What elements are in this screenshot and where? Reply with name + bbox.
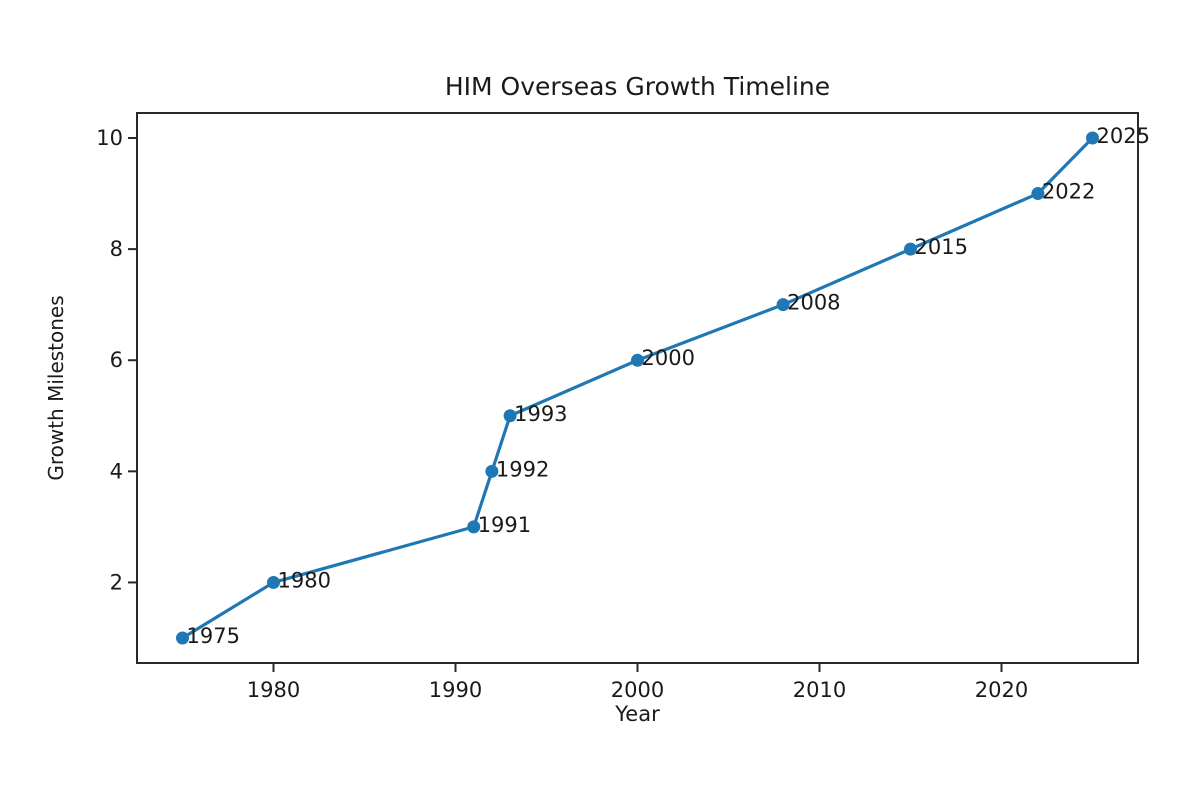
data-point bbox=[176, 631, 189, 645]
point-label: 1975 bbox=[187, 624, 240, 648]
point-label: 2008 bbox=[787, 291, 840, 315]
y-tick-label: 10 bbox=[96, 126, 123, 150]
point-label: 2025 bbox=[1097, 124, 1150, 148]
x-tick-label: 1980 bbox=[247, 678, 300, 702]
y-tick-label: 2 bbox=[110, 570, 123, 594]
x-tick-label: 2000 bbox=[611, 678, 664, 702]
y-tick-label: 6 bbox=[110, 348, 123, 372]
x-tick-label: 1990 bbox=[429, 678, 482, 702]
data-point bbox=[485, 464, 499, 478]
y-tick-label: 4 bbox=[110, 459, 123, 483]
point-label: 2015 bbox=[915, 235, 968, 259]
plot-border bbox=[136, 112, 1139, 664]
data-point bbox=[776, 298, 790, 312]
x-tick-label: 2010 bbox=[793, 678, 846, 702]
point-label: 1980 bbox=[278, 568, 331, 592]
series-line bbox=[180, 136, 1095, 640]
data-point bbox=[1031, 187, 1045, 201]
data-point bbox=[1086, 131, 1099, 145]
data-point bbox=[503, 409, 517, 423]
data-point bbox=[267, 575, 280, 589]
x-axis-label: Year bbox=[615, 702, 660, 726]
data-point bbox=[631, 353, 644, 367]
chart-title: HIM Overseas Growth Timeline bbox=[444, 72, 831, 101]
x-tick-label: 2020 bbox=[975, 678, 1028, 702]
y-tick-label: 8 bbox=[110, 237, 123, 261]
point-label: 1993 bbox=[514, 402, 567, 426]
point-label: 2022 bbox=[1042, 180, 1095, 204]
point-label: 2000 bbox=[642, 346, 695, 370]
data-point bbox=[904, 242, 917, 256]
data-point bbox=[467, 520, 481, 534]
point-label: 1991 bbox=[478, 513, 531, 537]
point-label: 1992 bbox=[496, 457, 549, 481]
